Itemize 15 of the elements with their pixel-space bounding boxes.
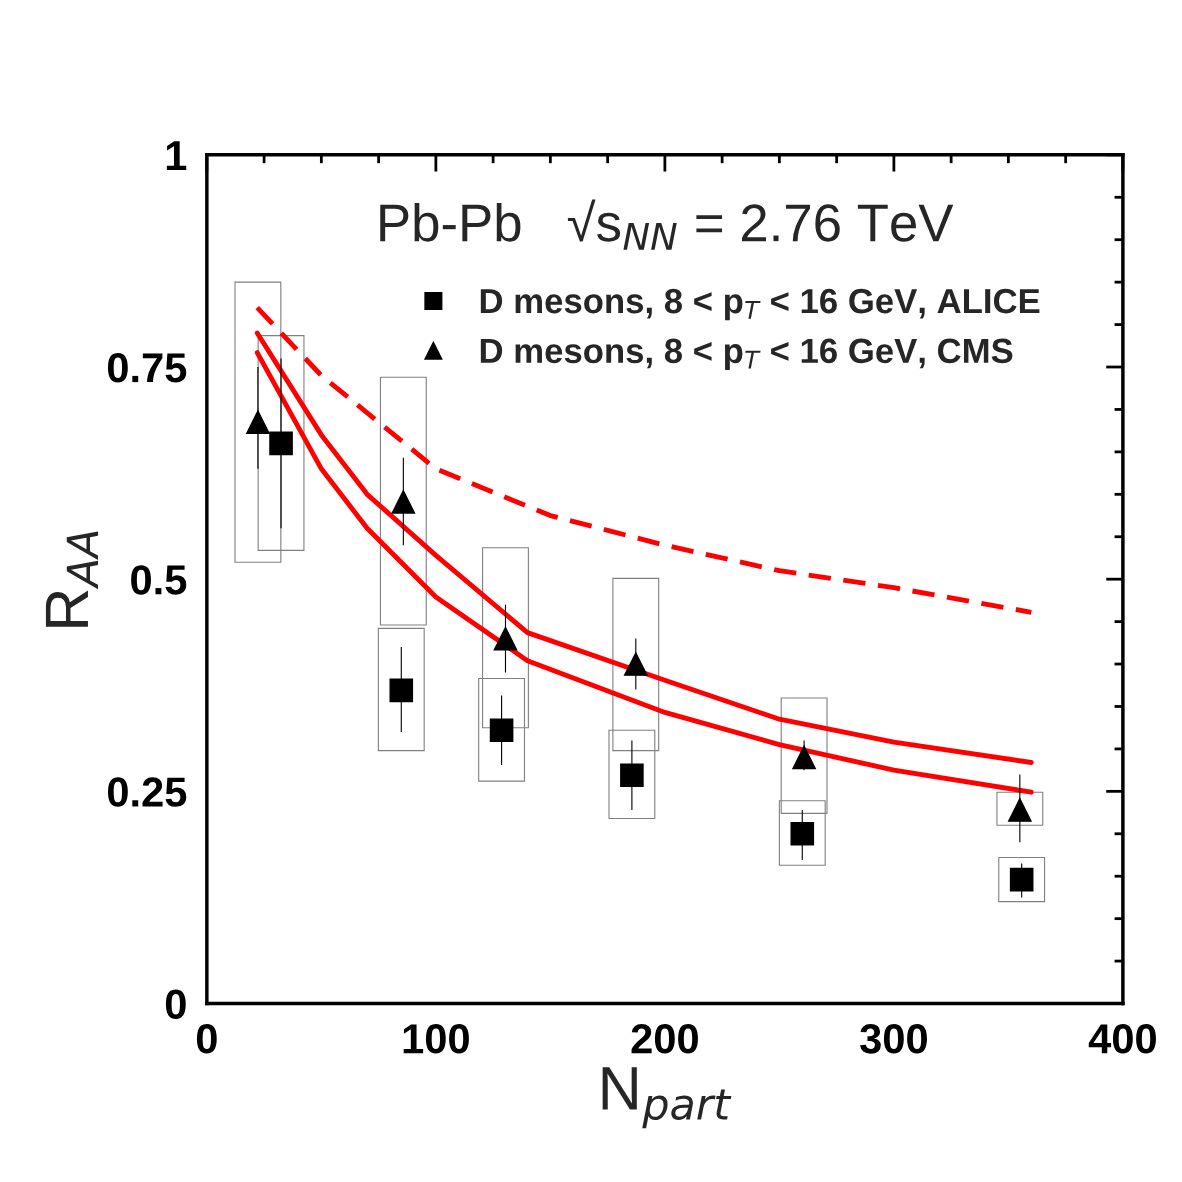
x-axis-title: N$_{part}$ xyxy=(602,1067,732,1129)
y-tick-label: 0.25 xyxy=(107,777,187,807)
y-tick-label: 0 xyxy=(165,989,186,1020)
y-tick-label: 0.5 xyxy=(131,565,187,595)
y-tick-label: 0.75 xyxy=(107,353,187,383)
text: Pb-Pb √s$_{NN}$ = 2.76 TeV xyxy=(380,199,954,250)
x-tick-label: 0 xyxy=(196,1024,217,1054)
x-tick-label: 300 xyxy=(860,1024,927,1054)
legend-label: D mesons, 8 < p$_{T}$ < 16 GeV, CMS xyxy=(480,338,1013,371)
y-tick-label: 1 xyxy=(166,141,187,170)
legend-label: D mesons, 8 < p$_{T}$ < 16 GeV, ALICE xyxy=(480,288,1040,321)
y-axis-title: R$_{AA}$ xyxy=(45,531,98,627)
x-tick-label: 200 xyxy=(631,1024,698,1054)
x-tick-label: 400 xyxy=(1088,1024,1156,1054)
x-tick-label: 100 xyxy=(403,1024,469,1054)
